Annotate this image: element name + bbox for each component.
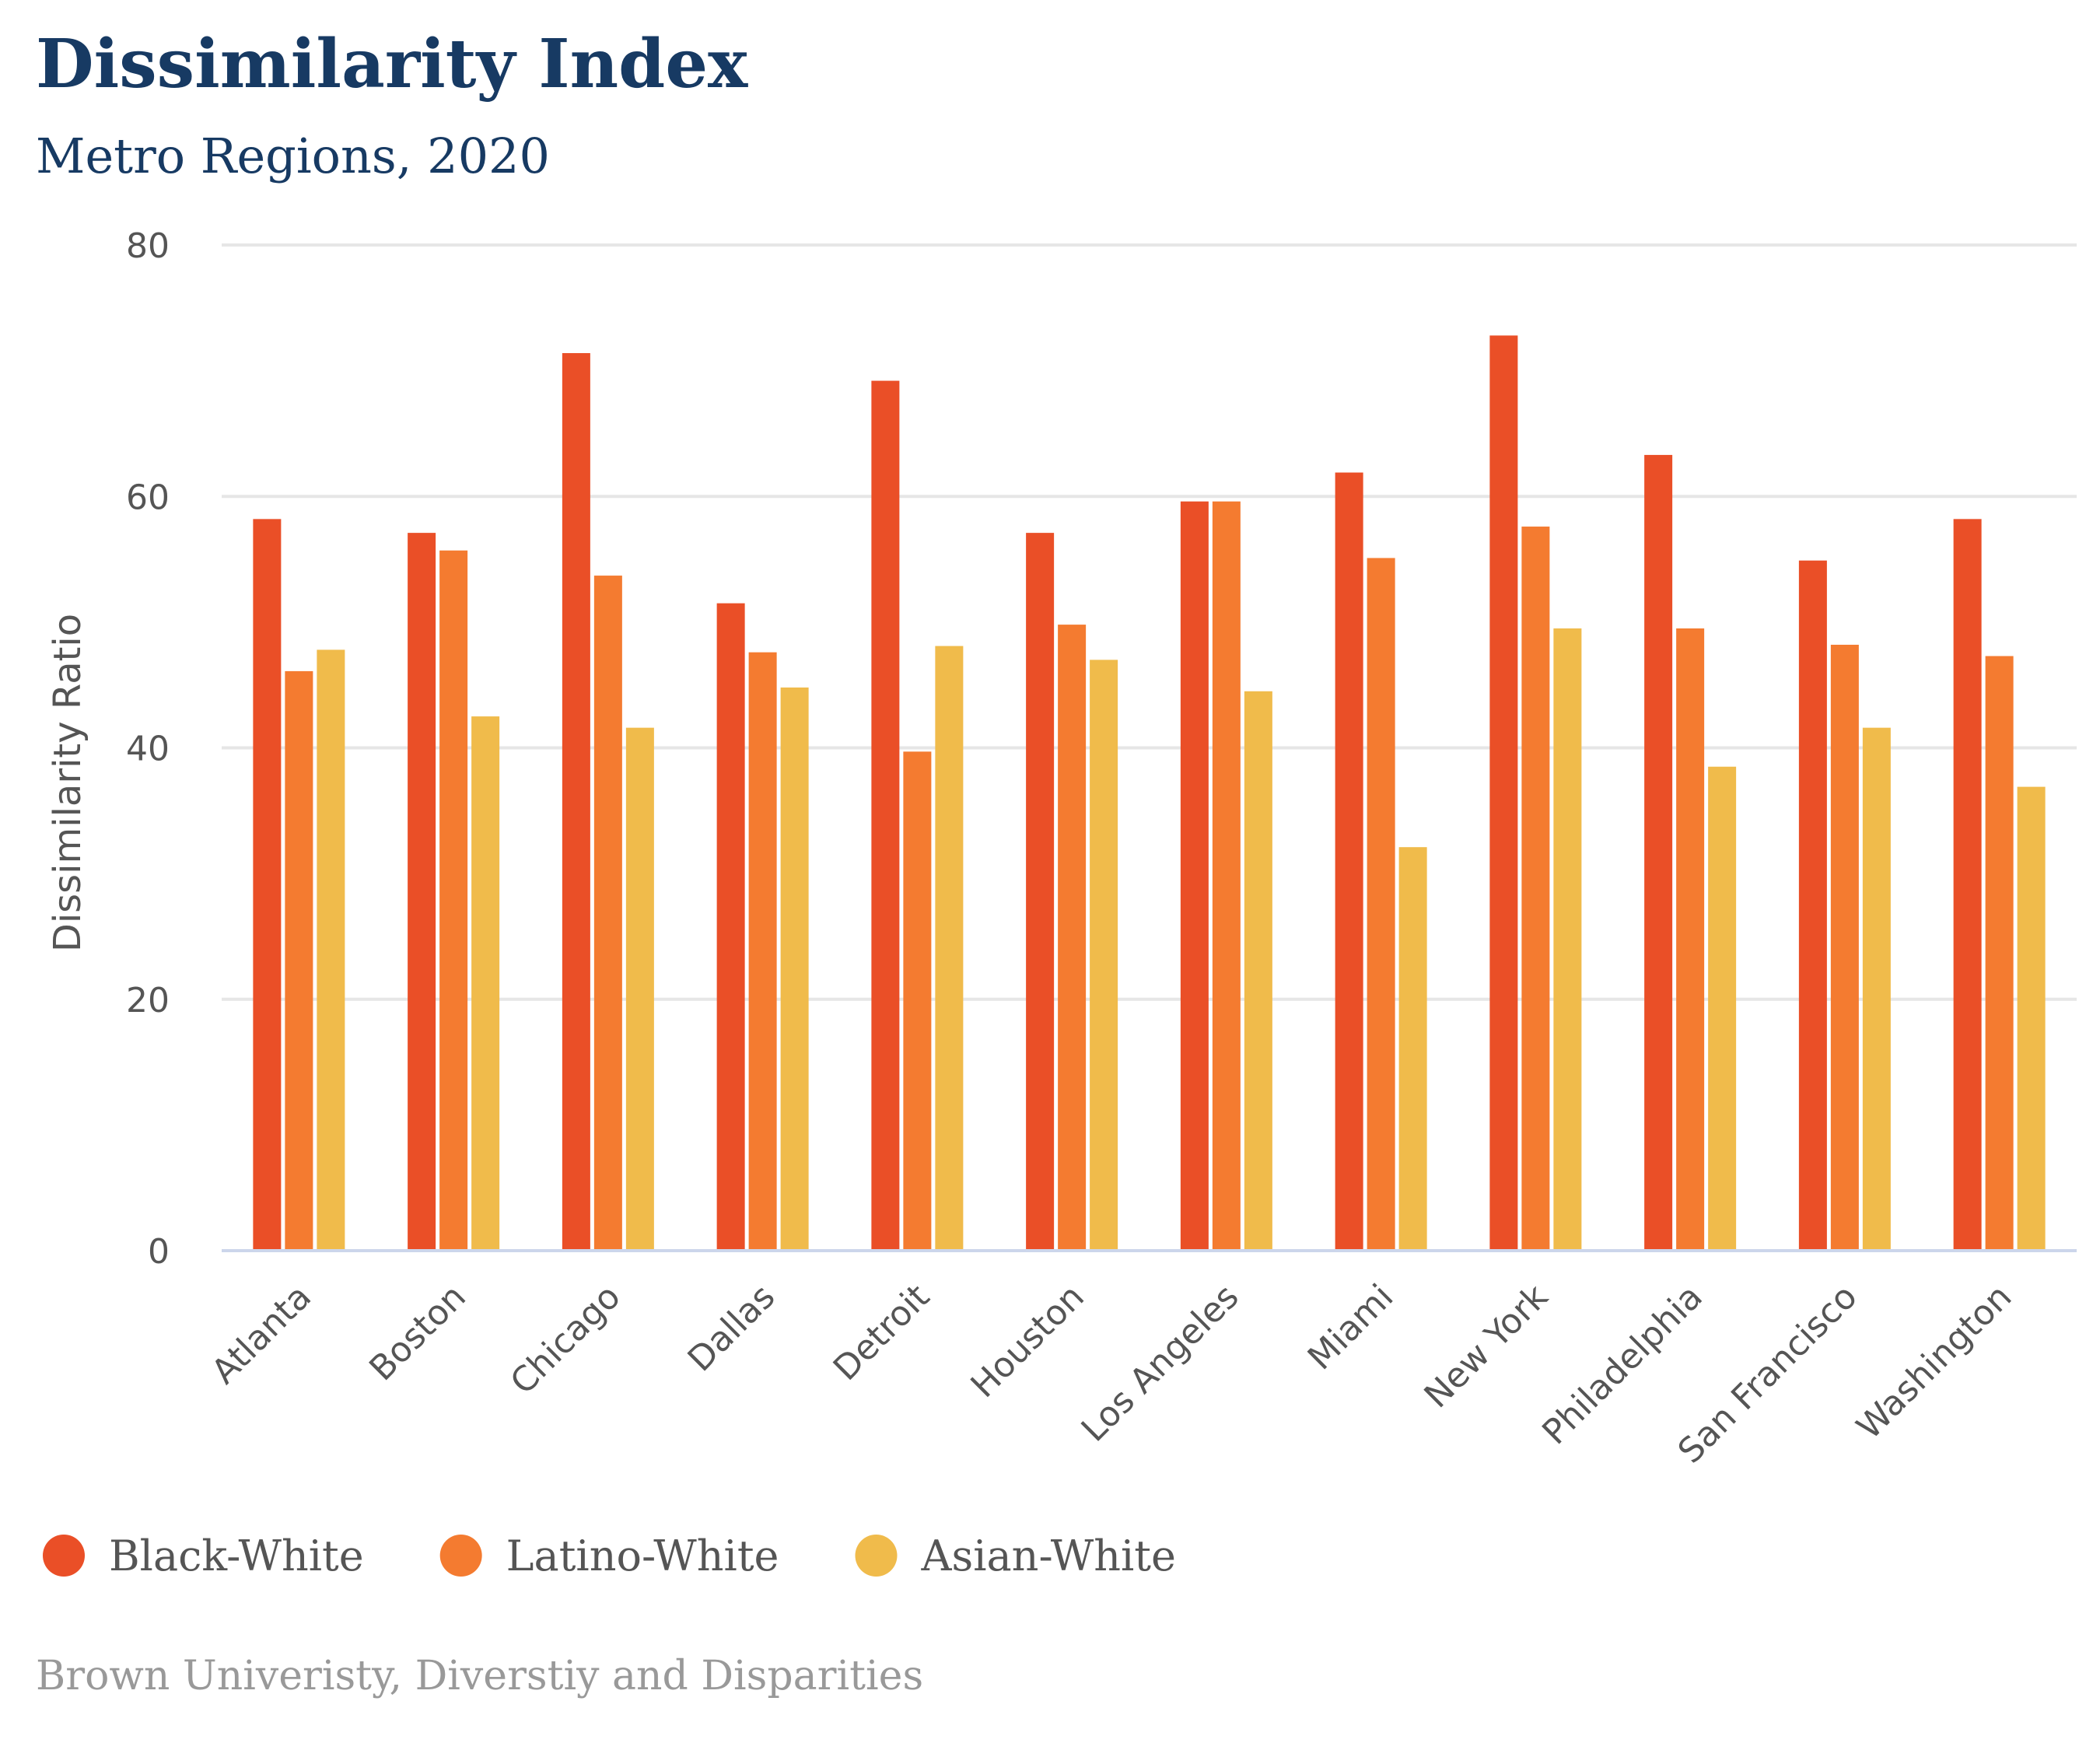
y-tick-label: 0 (148, 1232, 170, 1272)
bar-philadelphia-latino-white[interactable] (1676, 628, 1705, 1251)
bar-los-angeles-black-white[interactable] (1180, 501, 1209, 1251)
x-tick-label: Philadelphia (1535, 1277, 1710, 1453)
bar-chicago-black-white[interactable] (562, 352, 590, 1251)
x-tick-label: Detroit (826, 1277, 937, 1388)
x-tick-label: Miami (1300, 1277, 1402, 1378)
bar-washington-latino-white[interactable] (1985, 656, 2014, 1251)
bar-miami-asian-white[interactable] (1398, 847, 1427, 1251)
bar-chicago-asian-white[interactable] (625, 727, 654, 1251)
bar-new-york-latino-white[interactable] (1521, 527, 1550, 1251)
y-tick-label: 80 (126, 226, 170, 266)
bar-boston-latino-white[interactable] (439, 550, 468, 1251)
bar-atlanta-asian-white[interactable] (317, 649, 345, 1251)
y-tick-labels: 0 20 40 60 80 (126, 226, 170, 1272)
bar-houston-black-white[interactable] (1026, 533, 1055, 1251)
x-tick-label: Los Angeles (1074, 1277, 1247, 1450)
bar-dallas-asian-white[interactable] (780, 687, 809, 1251)
bar-washington-black-white[interactable] (1953, 519, 1982, 1251)
bar-chicago-latino-white[interactable] (593, 576, 622, 1251)
x-tick-labels: Atlanta Boston Chicago Dallas Detroit Houston… (204, 1276, 2019, 1471)
bar-philadelphia-black-white[interactable] (1644, 454, 1673, 1251)
bar-miami-black-white[interactable] (1335, 472, 1363, 1251)
legend: Black-White Latino-White Asian-White (43, 1531, 1176, 1580)
x-tick-label: Atlanta (204, 1277, 319, 1392)
x-tick-label: Washington (1849, 1277, 2019, 1447)
bar-boston-black-white[interactable] (408, 533, 436, 1251)
chart-subtitle: Metro Regions, 2020 (36, 128, 550, 184)
bar-los-angeles-asian-white[interactable] (1244, 691, 1272, 1251)
legend-label-black-white[interactable]: Black-White (109, 1531, 364, 1580)
bars-layer (253, 335, 2046, 1251)
grid-layer (222, 243, 2077, 1001)
bar-detroit-latino-white[interactable] (903, 751, 932, 1251)
bar-miami-latino-white[interactable] (1367, 558, 1395, 1251)
bar-san-francisco-black-white[interactable] (1798, 560, 1827, 1251)
source-credit: Brown Univeristy, Diverstiy and Disparit… (36, 1653, 923, 1699)
bar-atlanta-latino-white[interactable] (285, 670, 313, 1251)
legend-marker-asian-white[interactable] (855, 1535, 898, 1577)
bar-washington-asian-white[interactable] (2017, 786, 2046, 1251)
y-tick-label: 20 (126, 981, 170, 1020)
chart-title: Dissimilarity Index (36, 25, 748, 103)
bar-boston-asian-white[interactable] (471, 716, 500, 1251)
y-axis-title: Dissimilarity Ratio (46, 614, 89, 952)
bar-detroit-asian-white[interactable] (935, 646, 964, 1251)
x-tick-label: Boston (362, 1277, 474, 1389)
x-tick-label: Dallas (681, 1277, 783, 1380)
legend-label-asian-white[interactable]: Asian-White (921, 1531, 1176, 1580)
x-tick-label: Chicago (503, 1277, 628, 1402)
legend-label-latino-white[interactable]: Latino-White (506, 1531, 779, 1580)
bar-san-francisco-latino-white[interactable] (1830, 644, 1859, 1251)
bar-philadelphia-asian-white[interactable] (1708, 766, 1737, 1251)
bar-houston-asian-white[interactable] (1090, 660, 1118, 1251)
bar-detroit-black-white[interactable] (871, 380, 900, 1251)
legend-marker-latino-white[interactable] (439, 1535, 482, 1577)
bar-new-york-black-white[interactable] (1489, 335, 1518, 1251)
y-tick-label: 60 (126, 478, 170, 517)
y-tick-label: 40 (126, 730, 170, 769)
bar-dallas-latino-white[interactable] (748, 652, 777, 1251)
x-tick-label: New York (1417, 1276, 1556, 1416)
legend-marker-black-white[interactable] (43, 1535, 85, 1577)
bar-new-york-asian-white[interactable] (1553, 628, 1582, 1251)
bar-san-francisco-asian-white[interactable] (1862, 727, 1891, 1251)
bar-los-angeles-latino-white[interactable] (1212, 501, 1241, 1251)
x-tick-label: Houston (964, 1277, 1092, 1405)
bar-atlanta-black-white[interactable] (253, 519, 282, 1251)
bar-dallas-black-white[interactable] (716, 603, 745, 1251)
bar-houston-latino-white[interactable] (1058, 625, 1087, 1251)
